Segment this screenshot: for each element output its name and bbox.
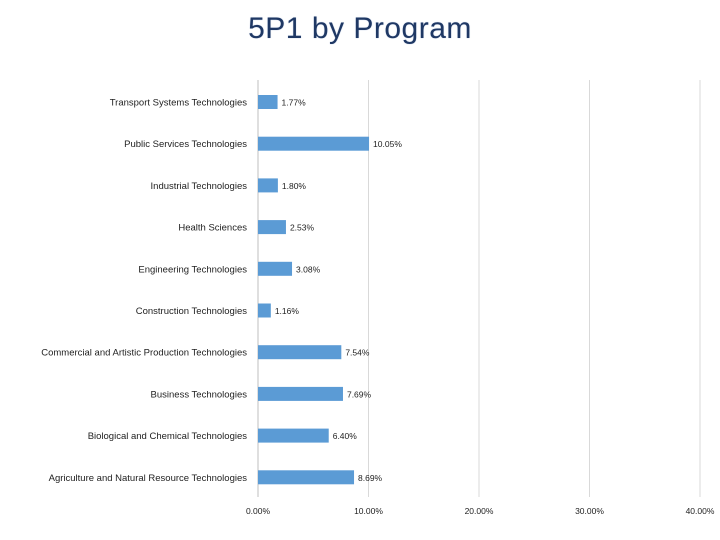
x-tick-label: 30.00% bbox=[575, 506, 604, 516]
category-label: Agriculture and Natural Resource Technol… bbox=[49, 473, 248, 484]
x-tick-label: 20.00% bbox=[465, 506, 494, 516]
data-label: 7.69% bbox=[347, 389, 372, 399]
bar bbox=[258, 386, 343, 401]
chart-title: 5P1 by Program bbox=[248, 12, 472, 45]
bar bbox=[258, 303, 271, 318]
bar bbox=[258, 220, 286, 235]
bar bbox=[258, 428, 329, 443]
data-label: 1.77% bbox=[282, 98, 307, 108]
category-label: Construction Technologies bbox=[136, 306, 248, 317]
category-label: Public Services Technologies bbox=[124, 139, 247, 150]
data-label: 10.05% bbox=[373, 139, 402, 149]
category-label: Transport Systems Technologies bbox=[110, 98, 248, 109]
data-label: 7.54% bbox=[345, 348, 370, 358]
x-tick-label: 10.00% bbox=[354, 506, 383, 516]
x-tick-label: 0.00% bbox=[246, 506, 271, 516]
bar bbox=[258, 95, 278, 109]
category-label: Engineering Technologies bbox=[138, 264, 247, 275]
bar bbox=[258, 470, 355, 485]
data-label: 8.69% bbox=[358, 473, 383, 483]
category-label: Health Sciences bbox=[178, 223, 247, 234]
data-label: 3.08% bbox=[296, 264, 321, 274]
category-label: Commercial and Artistic Production Techn… bbox=[41, 348, 247, 359]
bar bbox=[258, 136, 370, 151]
data-label: 1.80% bbox=[282, 181, 307, 191]
data-label: 1.16% bbox=[275, 306, 300, 316]
category-label: Industrial Technologies bbox=[151, 181, 248, 192]
data-label: 2.53% bbox=[290, 223, 315, 233]
category-label: Biological and Chemical Technologies bbox=[88, 431, 248, 442]
bar bbox=[258, 345, 342, 360]
data-label: 6.40% bbox=[333, 431, 358, 441]
bar bbox=[258, 178, 278, 193]
category-label: Business Technologies bbox=[151, 389, 248, 400]
bar bbox=[258, 261, 293, 276]
x-tick-label: 40.00% bbox=[686, 506, 715, 516]
